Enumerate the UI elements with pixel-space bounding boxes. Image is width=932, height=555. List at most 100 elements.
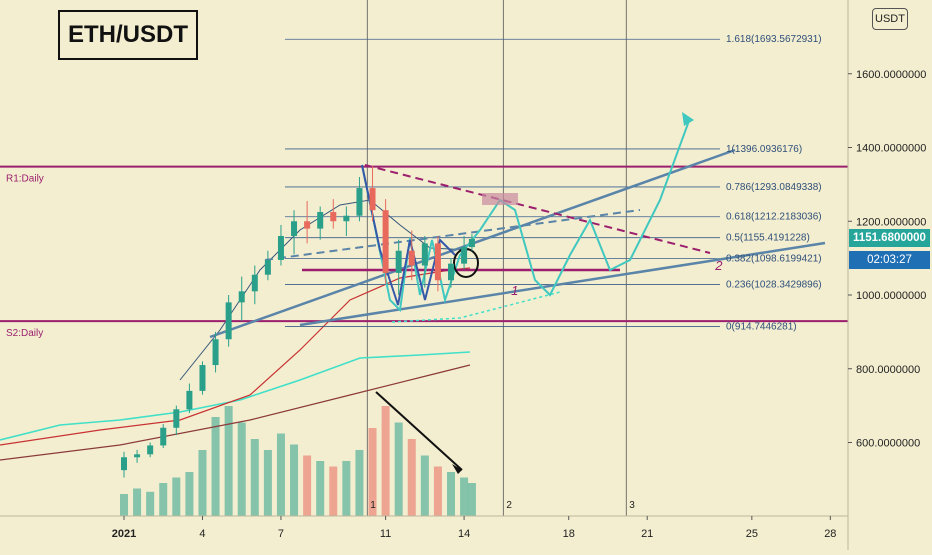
target-box [482,193,518,205]
volume-bar [342,461,351,516]
candle-body [277,236,284,260]
fibonacci-levels [285,38,720,327]
volume-bar [303,455,312,516]
candle-body [186,390,193,410]
volume-bar [224,406,233,516]
volume-arrow-head [452,464,462,474]
labels: 1 2 3 R1:Daily S2:Daily 0(914.7446281) 0.236(1… [6,34,822,511]
time-tick-label: 28 [824,528,836,540]
candle-body [434,243,441,281]
volume-bar [198,450,207,516]
volume-bar [263,450,272,516]
vertical-marker-label: 3 [629,500,635,511]
price-tick-label: 1600.0000000 [856,69,926,81]
price-tick-label: 800.0000000 [856,364,920,376]
price-axis[interactable]: 600.0000000 800.0000000 1000.0000000 1200.0… [848,69,926,450]
candle-body [199,365,206,391]
price-tick-label: 600.0000000 [856,438,920,450]
candle-body [225,302,232,340]
wave-label: 2 [714,258,723,273]
price-tick-label: 1200.0000000 [856,216,926,228]
volume-bar [460,477,469,516]
volume-bar [316,461,325,516]
ma-line-slow [0,364,471,461]
volume-bar [290,444,299,516]
volume-bar [467,483,476,516]
fib-label: 0.786(1293.0849338) [726,182,822,193]
fib-label: 0(914.7446281) [726,321,797,332]
candle-body [160,427,167,446]
fib-label: 1(1396.0936176) [726,144,802,155]
time-tick-label: 4 [199,528,205,540]
candle-body [382,210,389,273]
trendline-lower [299,241,826,327]
moving-averages [0,199,471,461]
support-dots [391,291,561,323]
volume-bar [159,483,168,516]
time-tick-label: 21 [641,528,653,540]
candle-body [330,212,337,222]
ma-line-fast [0,351,471,441]
vertical-marker-label: 1 [370,500,376,511]
fib-label: 0.618(1212.2183036) [726,212,822,223]
countdown-badge: 02:03:27 [849,251,930,269]
wave-path [361,164,456,306]
dashed-mid [264,209,641,261]
time-tick-label: 18 [563,528,575,540]
candle-body [448,263,454,281]
ma-line-mid [0,267,471,446]
candle-body [461,247,468,264]
fib-label: 0.5(1155.4191228) [726,233,810,244]
time-tick-label: 25 [746,528,758,540]
candle-body [173,409,180,428]
candle-body [121,457,127,471]
drawings [209,112,826,474]
price-tick-label: 1000.0000000 [856,290,926,302]
title-box: ETH/USDT [58,10,198,60]
pivot-label: S2:Daily [6,328,43,339]
title-text: ETH/USDT [68,21,188,48]
candle-body [238,291,245,303]
candle-body [408,250,415,266]
price-badge: 1151.6800000 [849,229,930,247]
volume-bar [355,450,364,516]
volume-bar [394,422,403,516]
candle-body [251,274,258,292]
dashed-resistance [364,164,711,254]
candle-body [304,221,311,229]
currency-badge[interactable]: USDT [872,8,908,30]
vertical-marker-label: 2 [506,500,512,511]
candle-body [468,238,475,248]
volume-bar [381,406,390,516]
pivot-levels [0,165,848,323]
candle-body [291,221,298,236]
candle-body [421,243,428,266]
volume-bars [120,406,476,516]
arrow-head [682,112,694,126]
volume-bar [447,472,455,516]
volume-bar [172,477,181,516]
candle-body [369,188,376,211]
candle-body [134,454,141,458]
wave-label: 1 [511,283,518,298]
candle-body [343,215,350,222]
time-axis[interactable]: 28202147111418212528 [0,516,836,540]
volume-bar [146,491,155,516]
volume-arrow [375,391,463,471]
fib-label: 1.618(1693.5672931) [726,34,822,45]
candle-body [317,212,324,229]
volume-bar [407,439,416,516]
volume-bar [276,433,285,516]
volume-bar [237,422,246,516]
volume-bar [433,466,442,516]
candle-body [264,259,271,275]
time-tick-label: 7 [278,528,284,540]
pivot-label: R1:Daily [6,174,44,185]
time-tick-label: 14 [458,528,470,540]
volume-bar [211,417,220,516]
volume-bar [329,466,338,516]
volume-bar [120,494,128,516]
volume-bar [420,455,429,516]
